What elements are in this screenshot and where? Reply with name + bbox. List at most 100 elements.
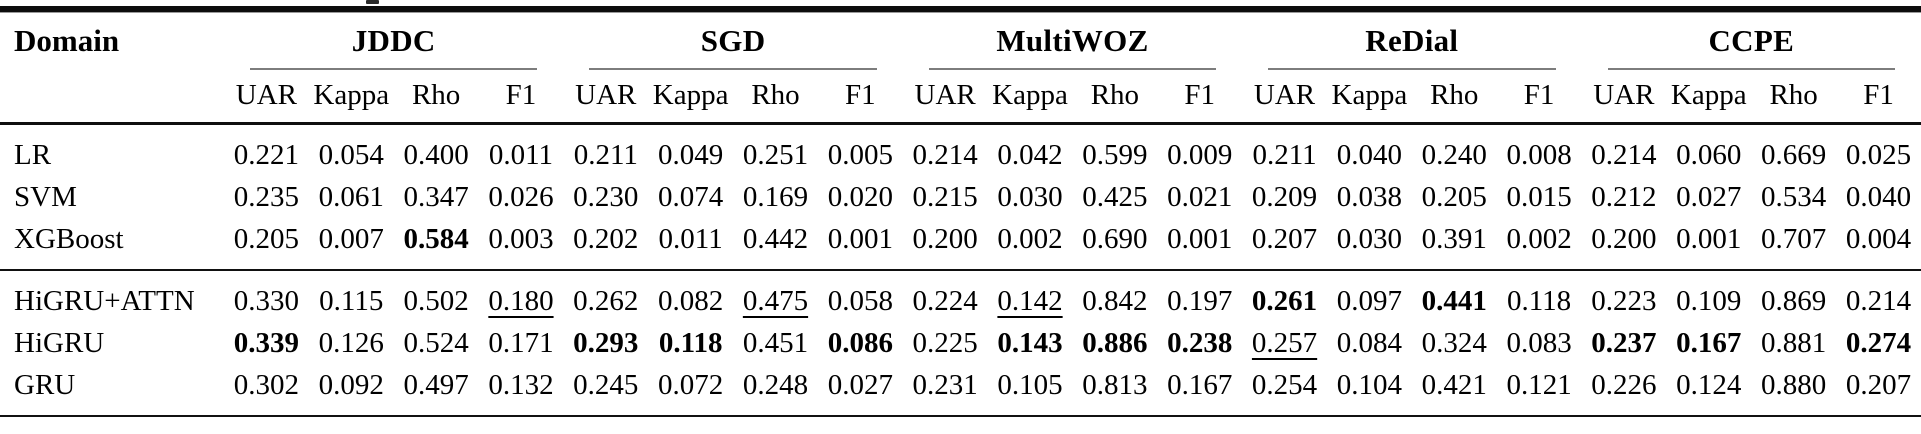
metric-value-text: 0.131 [319,431,384,434]
metric-value-text: 0.005 [827,138,893,171]
metric-value-text: 0.475 [742,284,809,317]
table-row-xgboost: XGBoost 0.205 0.007 0.584 0.003 0.202 0.011 0.4… [0,218,1921,271]
metric-header-jddc-kappa: Kappa [308,70,394,125]
metric-value-text: 0.105 [997,368,1063,401]
metric-value-text: 0.086 [827,326,893,359]
metric-value: 0.118 [1497,270,1582,322]
metric-value: 0.126 [309,322,394,364]
model-label: XGBoost [0,218,224,271]
metric-value: 0.180 [479,270,564,322]
metric-value-text: 0.293 [573,326,639,359]
metric-value: 0.147 [1666,416,1752,434]
metric-value: 0.869 [1751,270,1836,322]
metric-value-text: 0.002 [997,222,1063,255]
metric-value: 0.534 [1751,176,1836,218]
metric-value: 0.224 [1157,416,1243,434]
metric-value-text: 0.040 [1336,138,1403,171]
metric-value: 0.021 [1157,176,1242,218]
metric-value: 0.330 [224,270,309,322]
metric-header-sgd-kappa: Kappa [648,70,734,125]
metric-value-text: 0.020 [827,180,893,213]
metric-value-text: 0.040 [1845,180,1912,213]
metric-value: 0.005 [818,124,903,177]
metric-value-text: 0.207 [1251,222,1318,255]
metric-value-text: 0.441 [1421,284,1487,317]
metric-value-text: 0.421 [1421,368,1487,401]
metric-value: 0.274 [1836,322,1921,364]
metric-value: 0.200 [902,218,988,271]
metric-header-ccpe-f1: F1 [1836,70,1921,125]
metric-value: 0.209 [1242,176,1327,218]
metric-value: 0.202 [563,218,649,271]
metric-value-text: 0.329 [234,431,299,434]
metric-value-text: 0.126 [318,326,384,359]
metric-value: 0.167 [1666,322,1751,364]
metric-value: 0.124 [1666,364,1752,417]
metric-value-text: 0.060 [1676,138,1742,171]
metric-value-text: 0.171 [488,326,554,359]
metric-value-text: 0.007 [318,222,384,255]
metric-value-text: 0.261 [573,431,638,434]
metric-value: 0.823 [1072,416,1158,434]
metric-header-redial-rho: Rho [1411,70,1497,125]
metric-value-text: 0.390 [1422,431,1487,434]
metric-value-text: 0.497 [403,368,469,401]
metric-value-text: 0.231 [912,368,978,401]
metric-value: 0.207 [1242,218,1327,271]
metric-value-text: 0.124 [1676,368,1742,401]
metric-value: 0.197 [1157,270,1242,322]
metric-value-text: 0.147 [1676,431,1741,434]
metric-value-text: 0.869 [1760,284,1827,317]
metric-value: 0.886 [1072,322,1157,364]
metric-header-ccpe-rho: Rho [1751,70,1837,125]
metric-value: 0.007 [308,218,394,271]
metric-value-text: 0.074 [658,180,724,213]
metric-value: 0.125 [1496,416,1582,434]
metric-value: 0.257 [1242,416,1327,434]
metric-value-text: 0.215 [912,180,978,213]
metric-header-ccpe-uar: UAR [1581,70,1667,125]
metric-value: 0.026 [479,176,564,218]
metric-value-text: 0.143 [997,326,1063,359]
metric-value-text: 0.097 [1336,284,1403,317]
metric-header-sgd-f1: F1 [817,70,903,125]
metric-value-text: 0.524 [403,326,469,359]
metric-value-text: 0.425 [1082,180,1148,213]
metric-value-text: 0.584 [403,222,469,255]
metric-value: 0.212 [1582,176,1667,218]
metric-value-text: 0.257 [1252,431,1317,434]
metric-value-text: 0.477 [743,431,808,434]
model-label: BERT [0,416,224,434]
metric-value-text: 0.121 [1506,368,1572,401]
metric-value-text: 0.211 [1252,138,1317,171]
metric-value-text: 0.200 [1591,222,1657,255]
metric-header-multiwoz-kappa: Kappa [987,70,1073,125]
metric-value: 0.097 [1327,270,1412,322]
metric-value-text: 0.142 [997,284,1063,317]
metric-value-text: 0.262 [573,284,639,317]
metric-value: 0.248 [733,364,818,417]
metric-value: 0.347 [394,176,479,218]
metric-value-text: 0.251 [742,138,809,171]
metric-value-text: 0.226 [1591,368,1657,401]
metric-value-text: 0.094 [658,431,723,434]
model-label: GRU [0,364,224,417]
metric-header-redial-kappa: Kappa [1326,70,1412,125]
metric-value-text: 0.554 [403,431,468,434]
metric-header-redial-f1: F1 [1496,70,1582,125]
metric-value-text: 0.042 [997,138,1063,171]
metric-value-text: 0.238 [1167,326,1233,359]
metric-value: 0.020 [818,176,903,218]
metric-value: 0.040 [1327,124,1412,177]
group-title: JDDC [351,23,436,58]
metric-value-text: 0.084 [1336,326,1403,359]
table-row-higru-attn: HiGRU+ATTN 0.330 0.115 0.502 0.180 0.262 0.082… [0,270,1921,322]
table-row-bert: BERT 0.329 0.131 0.554 0.185 0.261 0.094 0.477 0… [0,416,1921,434]
metric-value: 0.231 [902,364,988,417]
metric-value-text: 0.221 [233,138,300,171]
metric-value-text: 0.813 [1082,368,1148,401]
metric-value: 0.254 [1242,364,1327,417]
results-table: Domain JDDC SGD MultiWOZ ReDial CCPE UAR Kappa R… [0,14,1921,434]
metric-value: 0.001 [817,218,903,271]
